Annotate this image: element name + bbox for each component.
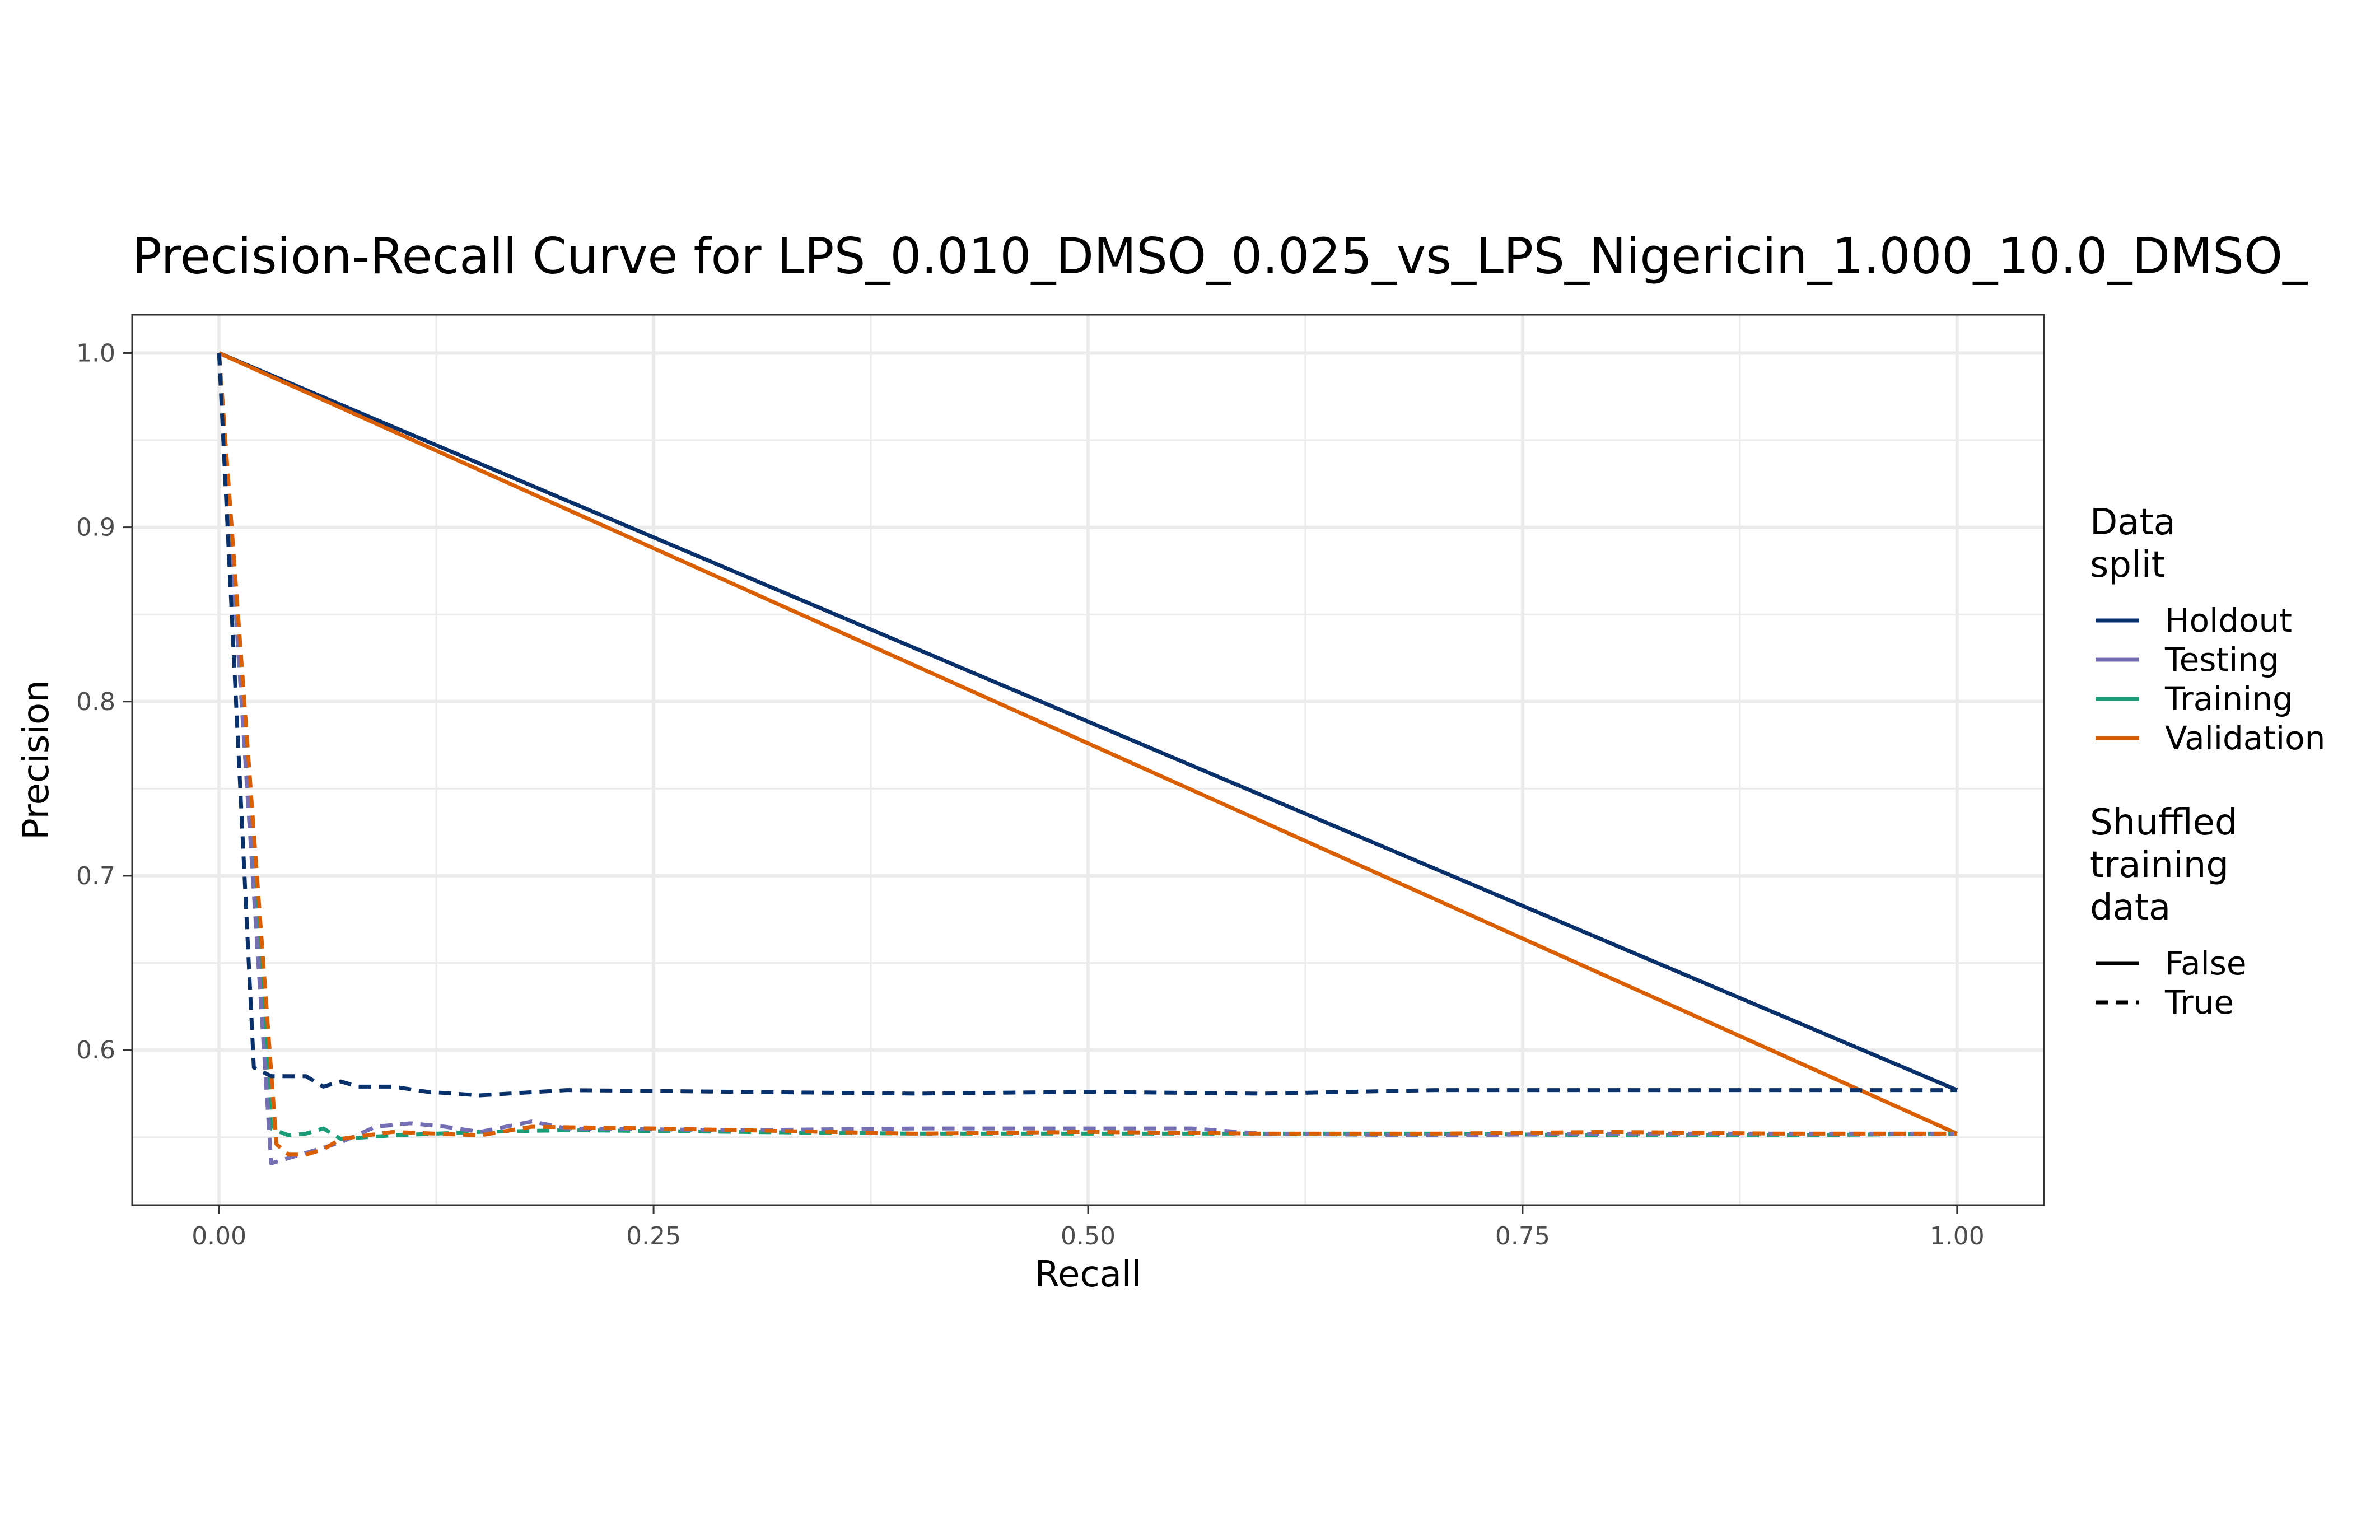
legend-label-testing: Testing <box>2164 641 2279 679</box>
x-tick-label: 0.00 <box>192 1222 246 1250</box>
y-tick-label: 0.9 <box>76 514 115 542</box>
y-tick-label: 0.7 <box>76 862 115 890</box>
legend: Data split HoldoutTestingTrainingValidatio… <box>2090 502 2325 1021</box>
legend-label-training: Training <box>2164 680 2293 718</box>
x-tick-label: 0.75 <box>1495 1222 1550 1250</box>
legend-label-holdout: Holdout <box>2165 601 2292 640</box>
x-tick-label: 0.25 <box>626 1222 681 1250</box>
legend-title-data-split: Data split <box>2090 502 2176 586</box>
holdout-shuffled-curve <box>217 353 1957 1098</box>
legend-label-true: True <box>2164 983 2234 1021</box>
validation-shuffled-curve <box>217 353 1957 1157</box>
x-tick-label: 1.00 <box>1930 1222 1985 1250</box>
y-tick-label: 0.8 <box>76 688 115 716</box>
series-lines <box>217 351 1958 1165</box>
legend-label-false: False <box>2165 944 2247 982</box>
y-axis-label: Precision <box>16 680 57 840</box>
legend-title-shuffled-training-data: Shuffled training data <box>2090 802 2238 928</box>
axes: 0.00 0.25 0.50 0.75 1.00 0.6 0.7 0.8 0.9 1.0 <box>76 339 1985 1250</box>
validation-unshuffled-curve <box>218 351 1958 1136</box>
y-tick-label: 1.0 <box>76 339 115 367</box>
grid-lines <box>132 315 2044 1205</box>
x-axis-label: Recall <box>1035 1254 1142 1295</box>
x-tick-label: 0.50 <box>1061 1222 1116 1250</box>
y-tick-label: 0.6 <box>76 1036 115 1065</box>
chart-title: Precision-Recall Curve for LPS_0.010_DMS… <box>132 227 2308 285</box>
holdout-unshuffled-curve <box>218 351 1958 1092</box>
legend-label-validation: Validation <box>2165 719 2325 757</box>
